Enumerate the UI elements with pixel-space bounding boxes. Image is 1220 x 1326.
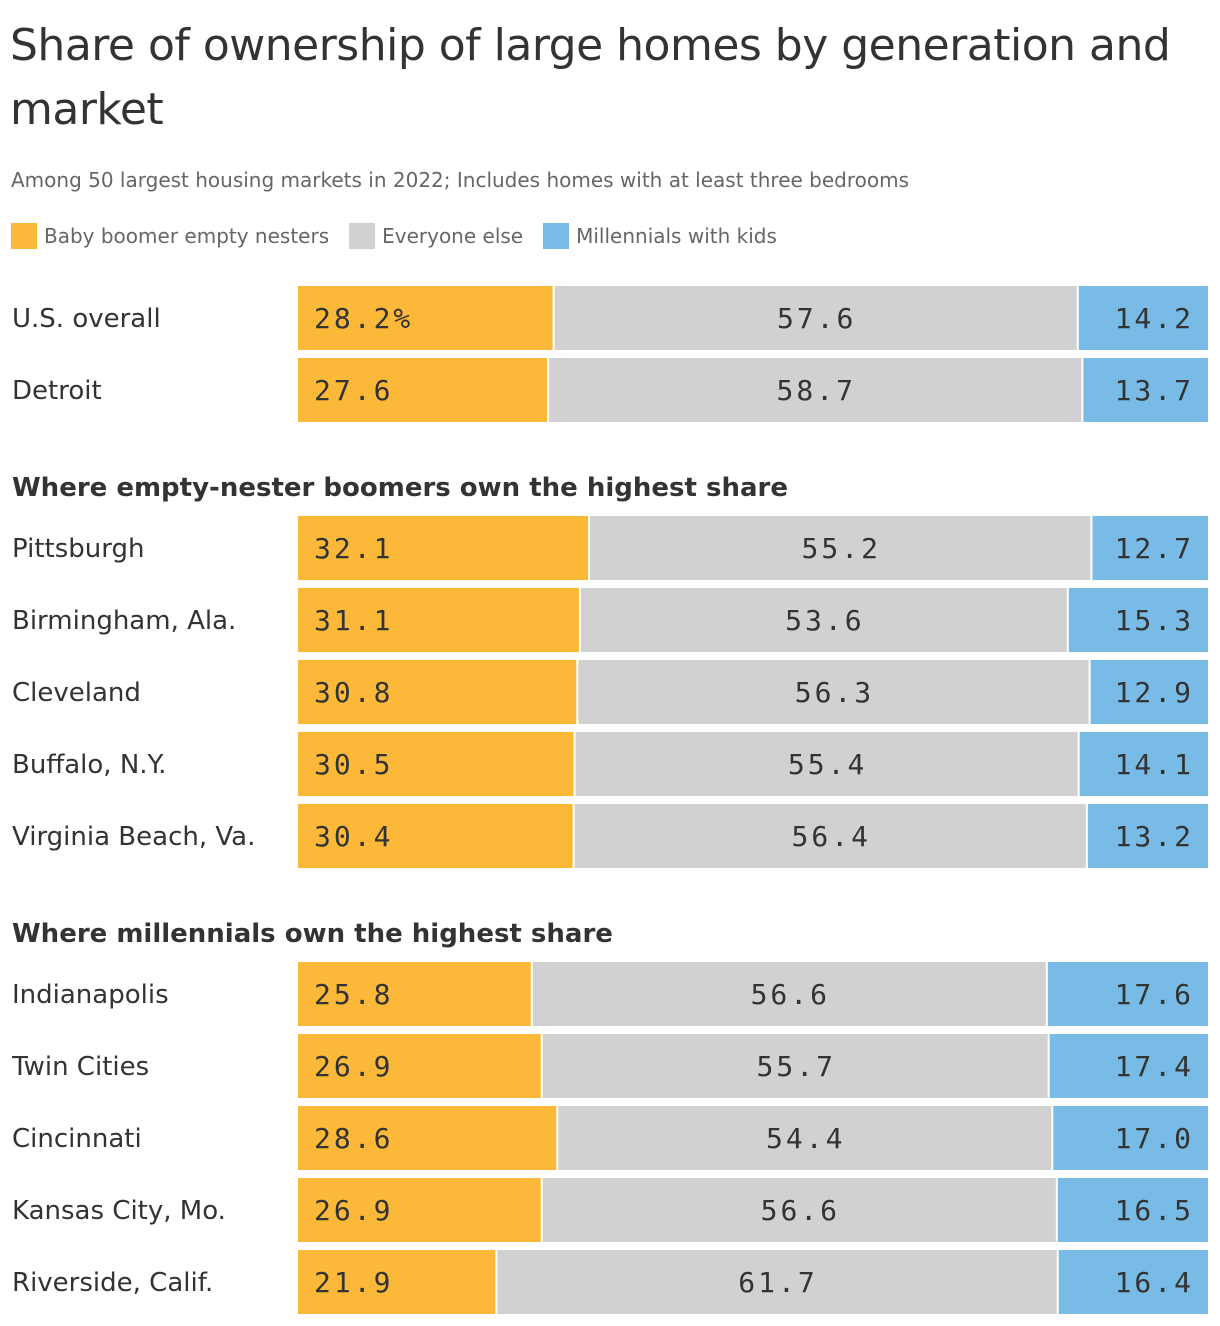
value-label-twin-cities-boomers: 26.9 — [314, 1050, 393, 1083]
legend-label-boomers: Baby boomer empty nesters — [44, 224, 330, 248]
row-label-pittsburgh: Pittsburgh — [12, 534, 144, 564]
bar-cincinnati-boomers — [298, 1106, 557, 1170]
value-label-detroit-everyone-else: 58.7 — [777, 374, 856, 407]
bar-indianapolis-everyone-else — [532, 962, 1046, 1026]
bar-pittsburgh-boomers — [298, 516, 589, 580]
value-label-birmingham-ala-everyone-else: 53.6 — [785, 604, 864, 637]
bar-twin-cities-boomers — [298, 1034, 541, 1098]
bar-detroit-millennials — [1083, 358, 1208, 422]
legend-item-boomers: Baby boomer empty nesters — [11, 223, 329, 249]
bar-birmingham-ala-millennials — [1068, 588, 1208, 652]
bar-cincinnati-millennials — [1053, 1106, 1208, 1170]
value-label-riverside-calif-everyone-else: 61.7 — [738, 1266, 817, 1299]
value-label-twin-cities-millennials: 17.4 — [1115, 1050, 1194, 1083]
value-label-u-s-overall-everyone-else: 57.6 — [777, 302, 856, 335]
value-label-cleveland-millennials: 12.9 — [1115, 676, 1194, 709]
bar-pittsburgh-everyone-else — [590, 516, 1091, 580]
row-label-twin-cities: Twin Cities — [11, 1052, 149, 1082]
legend-item-everyone-else: Everyone else — [349, 223, 523, 249]
value-label-pittsburgh-boomers: 32.1 — [314, 532, 393, 565]
row-label-detroit: Detroit — [12, 376, 102, 406]
bar-riverside-calif-everyone-else — [497, 1250, 1057, 1314]
row-label-virginia-beach-va: Virginia Beach, Va. — [12, 822, 255, 852]
value-label-cleveland-everyone-else: 56.3 — [795, 676, 874, 709]
bar-detroit-boomers — [298, 358, 548, 422]
row-label-indianapolis: Indianapolis — [12, 980, 169, 1010]
value-label-buffalo-n-y-everyone-else: 55.4 — [788, 748, 867, 781]
bar-twin-cities-everyone-else — [542, 1034, 1048, 1098]
value-label-virginia-beach-va-everyone-else: 56.4 — [792, 820, 871, 853]
bar-cincinnati-everyone-else — [558, 1106, 1052, 1170]
bar-kansas-city-mo-boomers — [298, 1178, 541, 1242]
bar-kansas-city-mo-millennials — [1057, 1178, 1208, 1242]
value-label-kansas-city-mo-millennials: 16.5 — [1115, 1194, 1194, 1227]
value-label-detroit-millennials: 13.7 — [1115, 374, 1194, 407]
bar-buffalo-n-y-everyone-else — [575, 732, 1078, 796]
value-label-detroit-boomers: 27.6 — [314, 374, 393, 407]
value-label-u-s-overall-boomers: 28.2% — [314, 302, 413, 335]
value-label-buffalo-n-y-millennials: 14.1 — [1115, 748, 1194, 781]
bar-detroit-everyone-else — [549, 358, 1082, 422]
value-label-indianapolis-boomers: 25.8 — [314, 978, 393, 1011]
legend-swatch-boomers — [11, 223, 37, 249]
value-label-birmingham-ala-millennials: 15.3 — [1115, 604, 1194, 637]
legend-label-millennials: Millennials with kids — [576, 224, 777, 248]
bar-virginia-beach-va-boomers — [298, 804, 573, 868]
legend-label-everyone-else: Everyone else — [382, 224, 524, 248]
row-label-cleveland: Cleveland — [12, 678, 141, 708]
legend: Baby boomer empty nesters Everyone else … — [11, 222, 797, 250]
value-label-kansas-city-mo-everyone-else: 56.6 — [761, 1194, 840, 1227]
value-label-indianapolis-everyone-else: 56.6 — [751, 978, 830, 1011]
value-label-virginia-beach-va-boomers: 30.4 — [314, 820, 393, 853]
bar-buffalo-n-y-millennials — [1079, 732, 1208, 796]
value-label-virginia-beach-va-millennials: 13.2 — [1115, 820, 1194, 853]
value-label-cincinnati-everyone-else: 54.4 — [766, 1122, 845, 1155]
value-label-birmingham-ala-boomers: 31.1 — [314, 604, 393, 637]
legend-swatch-millennials — [543, 223, 570, 249]
value-label-cincinnati-millennials: 17.0 — [1115, 1122, 1194, 1155]
bar-u-s-overall-millennials — [1078, 286, 1208, 350]
row-label-riverside-calif: Riverside, Calif. — [12, 1268, 213, 1298]
bar-virginia-beach-va-everyone-else — [574, 804, 1086, 868]
value-label-u-s-overall-millennials: 14.2 — [1115, 302, 1194, 335]
bar-riverside-calif-millennials — [1058, 1250, 1208, 1314]
bar-indianapolis-millennials — [1047, 962, 1208, 1026]
value-label-kansas-city-mo-boomers: 26.9 — [314, 1194, 393, 1227]
row-label-kansas-city-mo: Kansas City, Mo. — [12, 1196, 226, 1226]
bar-buffalo-n-y-boomers — [298, 732, 574, 796]
group-heading-1: Where empty-nester boomers own the highe… — [12, 473, 788, 503]
bar-u-s-overall-boomers — [298, 286, 553, 350]
bar-u-s-overall-everyone-else — [554, 286, 1077, 350]
bar-twin-cities-millennials — [1049, 1034, 1208, 1098]
value-label-buffalo-n-y-boomers: 30.5 — [314, 748, 393, 781]
chart-title: Share of ownership of large homes by gen… — [10, 20, 1171, 135]
value-label-cincinnati-boomers: 28.6 — [314, 1122, 393, 1155]
bar-kansas-city-mo-everyone-else — [542, 1178, 1056, 1242]
bar-birmingham-ala-everyone-else — [581, 588, 1067, 652]
value-label-riverside-calif-boomers: 21.9 — [314, 1266, 393, 1299]
value-label-cleveland-boomers: 30.8 — [314, 676, 393, 709]
row-label-buffalo-n-y: Buffalo, N.Y. — [12, 750, 166, 780]
row-label-cincinnati: Cincinnati — [12, 1124, 142, 1154]
bar-cleveland-boomers — [298, 660, 577, 724]
bar-pittsburgh-millennials — [1092, 516, 1208, 580]
legend-item-millennials: Millennials with kids — [543, 223, 777, 249]
value-label-riverside-calif-millennials: 16.4 — [1115, 1266, 1194, 1299]
legend-swatch-everyone-else — [349, 223, 376, 249]
chart-subtitle: Among 50 largest housing markets in 2022… — [11, 168, 910, 192]
group-heading-2: Where millennials own the highest share — [12, 919, 613, 949]
value-label-indianapolis-millennials: 17.6 — [1115, 978, 1194, 1011]
bar-indianapolis-boomers — [298, 962, 531, 1026]
row-label-birmingham-ala: Birmingham, Ala. — [12, 606, 236, 636]
bar-riverside-calif-boomers — [298, 1250, 496, 1314]
value-label-pittsburgh-everyone-else: 55.2 — [802, 532, 881, 565]
value-label-twin-cities-everyone-else: 55.7 — [757, 1050, 836, 1083]
bar-cleveland-everyone-else — [578, 660, 1089, 724]
bar-virginia-beach-va-millennials — [1087, 804, 1208, 868]
bar-cleveland-millennials — [1090, 660, 1208, 724]
bar-birmingham-ala-boomers — [298, 588, 580, 652]
value-label-pittsburgh-millennials: 12.7 — [1115, 532, 1194, 565]
row-label-u-s-overall: U.S. overall — [12, 304, 161, 334]
